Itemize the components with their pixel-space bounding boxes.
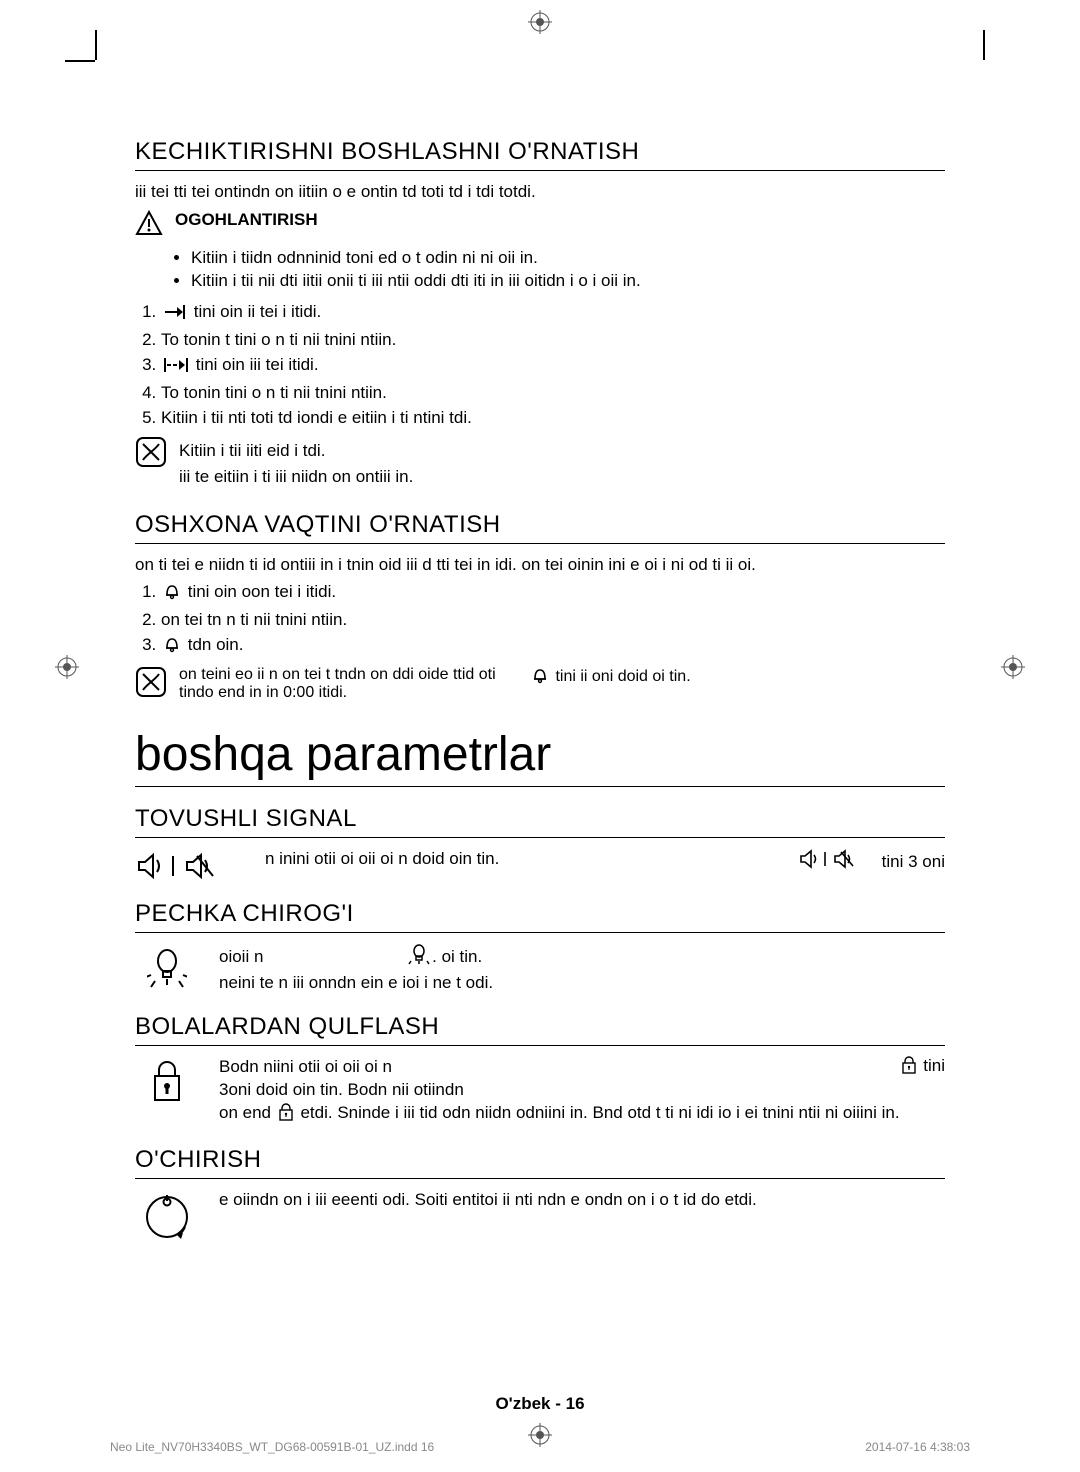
step: tini oin oon tei i itidi. bbox=[161, 581, 945, 607]
feature-text: Bodn niini otii oi oii oi n 3oni doid oi… bbox=[219, 1056, 945, 1128]
feature-text-right: tini bbox=[899, 1056, 945, 1079]
lock-small-icon bbox=[278, 1103, 294, 1128]
registration-mark-icon bbox=[528, 10, 552, 39]
bell-icon bbox=[163, 582, 181, 607]
bell-icon bbox=[531, 666, 549, 689]
section-heading: OSHXONA VAQTINI O'RNATISH bbox=[135, 511, 945, 544]
note-text: tini ii oni doid oi tin. bbox=[529, 666, 691, 702]
feature-text: e oiindn on i iii eeenti odi. Soiti enti… bbox=[219, 1189, 945, 1243]
dial-off-icon bbox=[135, 1189, 199, 1243]
lamp-small-icon bbox=[408, 943, 430, 972]
note-text: Kitiin i tii iiti eid i tdi. bbox=[179, 440, 413, 463]
section-heading: O'CHIRISH bbox=[135, 1146, 945, 1179]
section-heading: TOVUSHLI SIGNAL bbox=[135, 805, 945, 838]
page-footer: O'zbek - 16 bbox=[0, 1394, 1080, 1414]
section-heading: KECHIKTIRISHNI BOSHLASHNI O'RNATISH bbox=[135, 138, 945, 171]
crop-mark bbox=[983, 30, 985, 60]
step: To tonin tini o n ti nii tnini ntiin. bbox=[161, 382, 945, 405]
paragraph: iii tei tti tei ontindn on iitiin o e on… bbox=[135, 181, 945, 204]
paragraph: on ti tei e niidn ti id ontiii in i tnin… bbox=[135, 554, 945, 577]
feature-text-right: tini 3 oni bbox=[797, 848, 945, 875]
step: tini oin ii tei i itidi. bbox=[161, 301, 945, 327]
step: Kitiin i tii nti toti td iondi e eitiin … bbox=[161, 407, 945, 430]
step: To tonin t tini o n ti nii tnini ntiin. bbox=[161, 329, 945, 352]
page-content: KECHIKTIRISHNI BOSHLASHNI O'RNATISH iii … bbox=[135, 120, 945, 1249]
imprint: Neo Lite_NV70H3340BS_WT_DG68-00591B-01_U… bbox=[110, 1440, 970, 1454]
step: on tei tn n ti nii tnini ntiin. bbox=[161, 609, 945, 632]
bell-icon bbox=[163, 635, 181, 660]
note-icon bbox=[135, 436, 167, 473]
lamp-icon bbox=[135, 943, 199, 995]
step: tini oin iii tei itidi. bbox=[161, 354, 945, 380]
arrow-end-icon bbox=[163, 304, 187, 327]
imprint-file: Neo Lite_NV70H3340BS_WT_DG68-00591B-01_U… bbox=[110, 1440, 434, 1454]
registration-mark-icon bbox=[55, 655, 79, 684]
section-heading: PECHKA CHIROG'I bbox=[135, 900, 945, 933]
feature-text: oioii n . oi tin. neini te n iii onndn e… bbox=[219, 943, 945, 995]
section-heading: BOLALARDAN QULFLASH bbox=[135, 1013, 945, 1046]
warning-label: OGOHLANTIRISH bbox=[175, 210, 318, 230]
note-text: iii te eitiin i ti iii niidn on ontiii i… bbox=[179, 466, 413, 489]
imprint-date: 2014-07-16 4:38:03 bbox=[865, 1440, 970, 1454]
sound-toggle-icon bbox=[135, 848, 245, 882]
sound-toggle-icon bbox=[799, 848, 875, 875]
span-arrow-icon bbox=[163, 357, 189, 380]
registration-mark-icon bbox=[1001, 655, 1025, 684]
warning-item: Kitiin i tiidn odnninid toni ed o t odin… bbox=[191, 247, 945, 270]
note-text: on teini eo ii n on tei t tndn on ddi oi… bbox=[179, 666, 499, 702]
note-icon bbox=[135, 666, 167, 703]
crop-mark bbox=[95, 30, 97, 60]
lock-icon bbox=[135, 1056, 199, 1128]
lock-small-icon bbox=[901, 1056, 917, 1079]
warning-icon bbox=[135, 210, 163, 241]
warning-item: Kitiin i tii nii dti iitii onii ti iii n… bbox=[191, 270, 945, 293]
main-heading: boshqa parametrlar bbox=[135, 727, 945, 787]
step: tdn oin. bbox=[161, 634, 945, 660]
